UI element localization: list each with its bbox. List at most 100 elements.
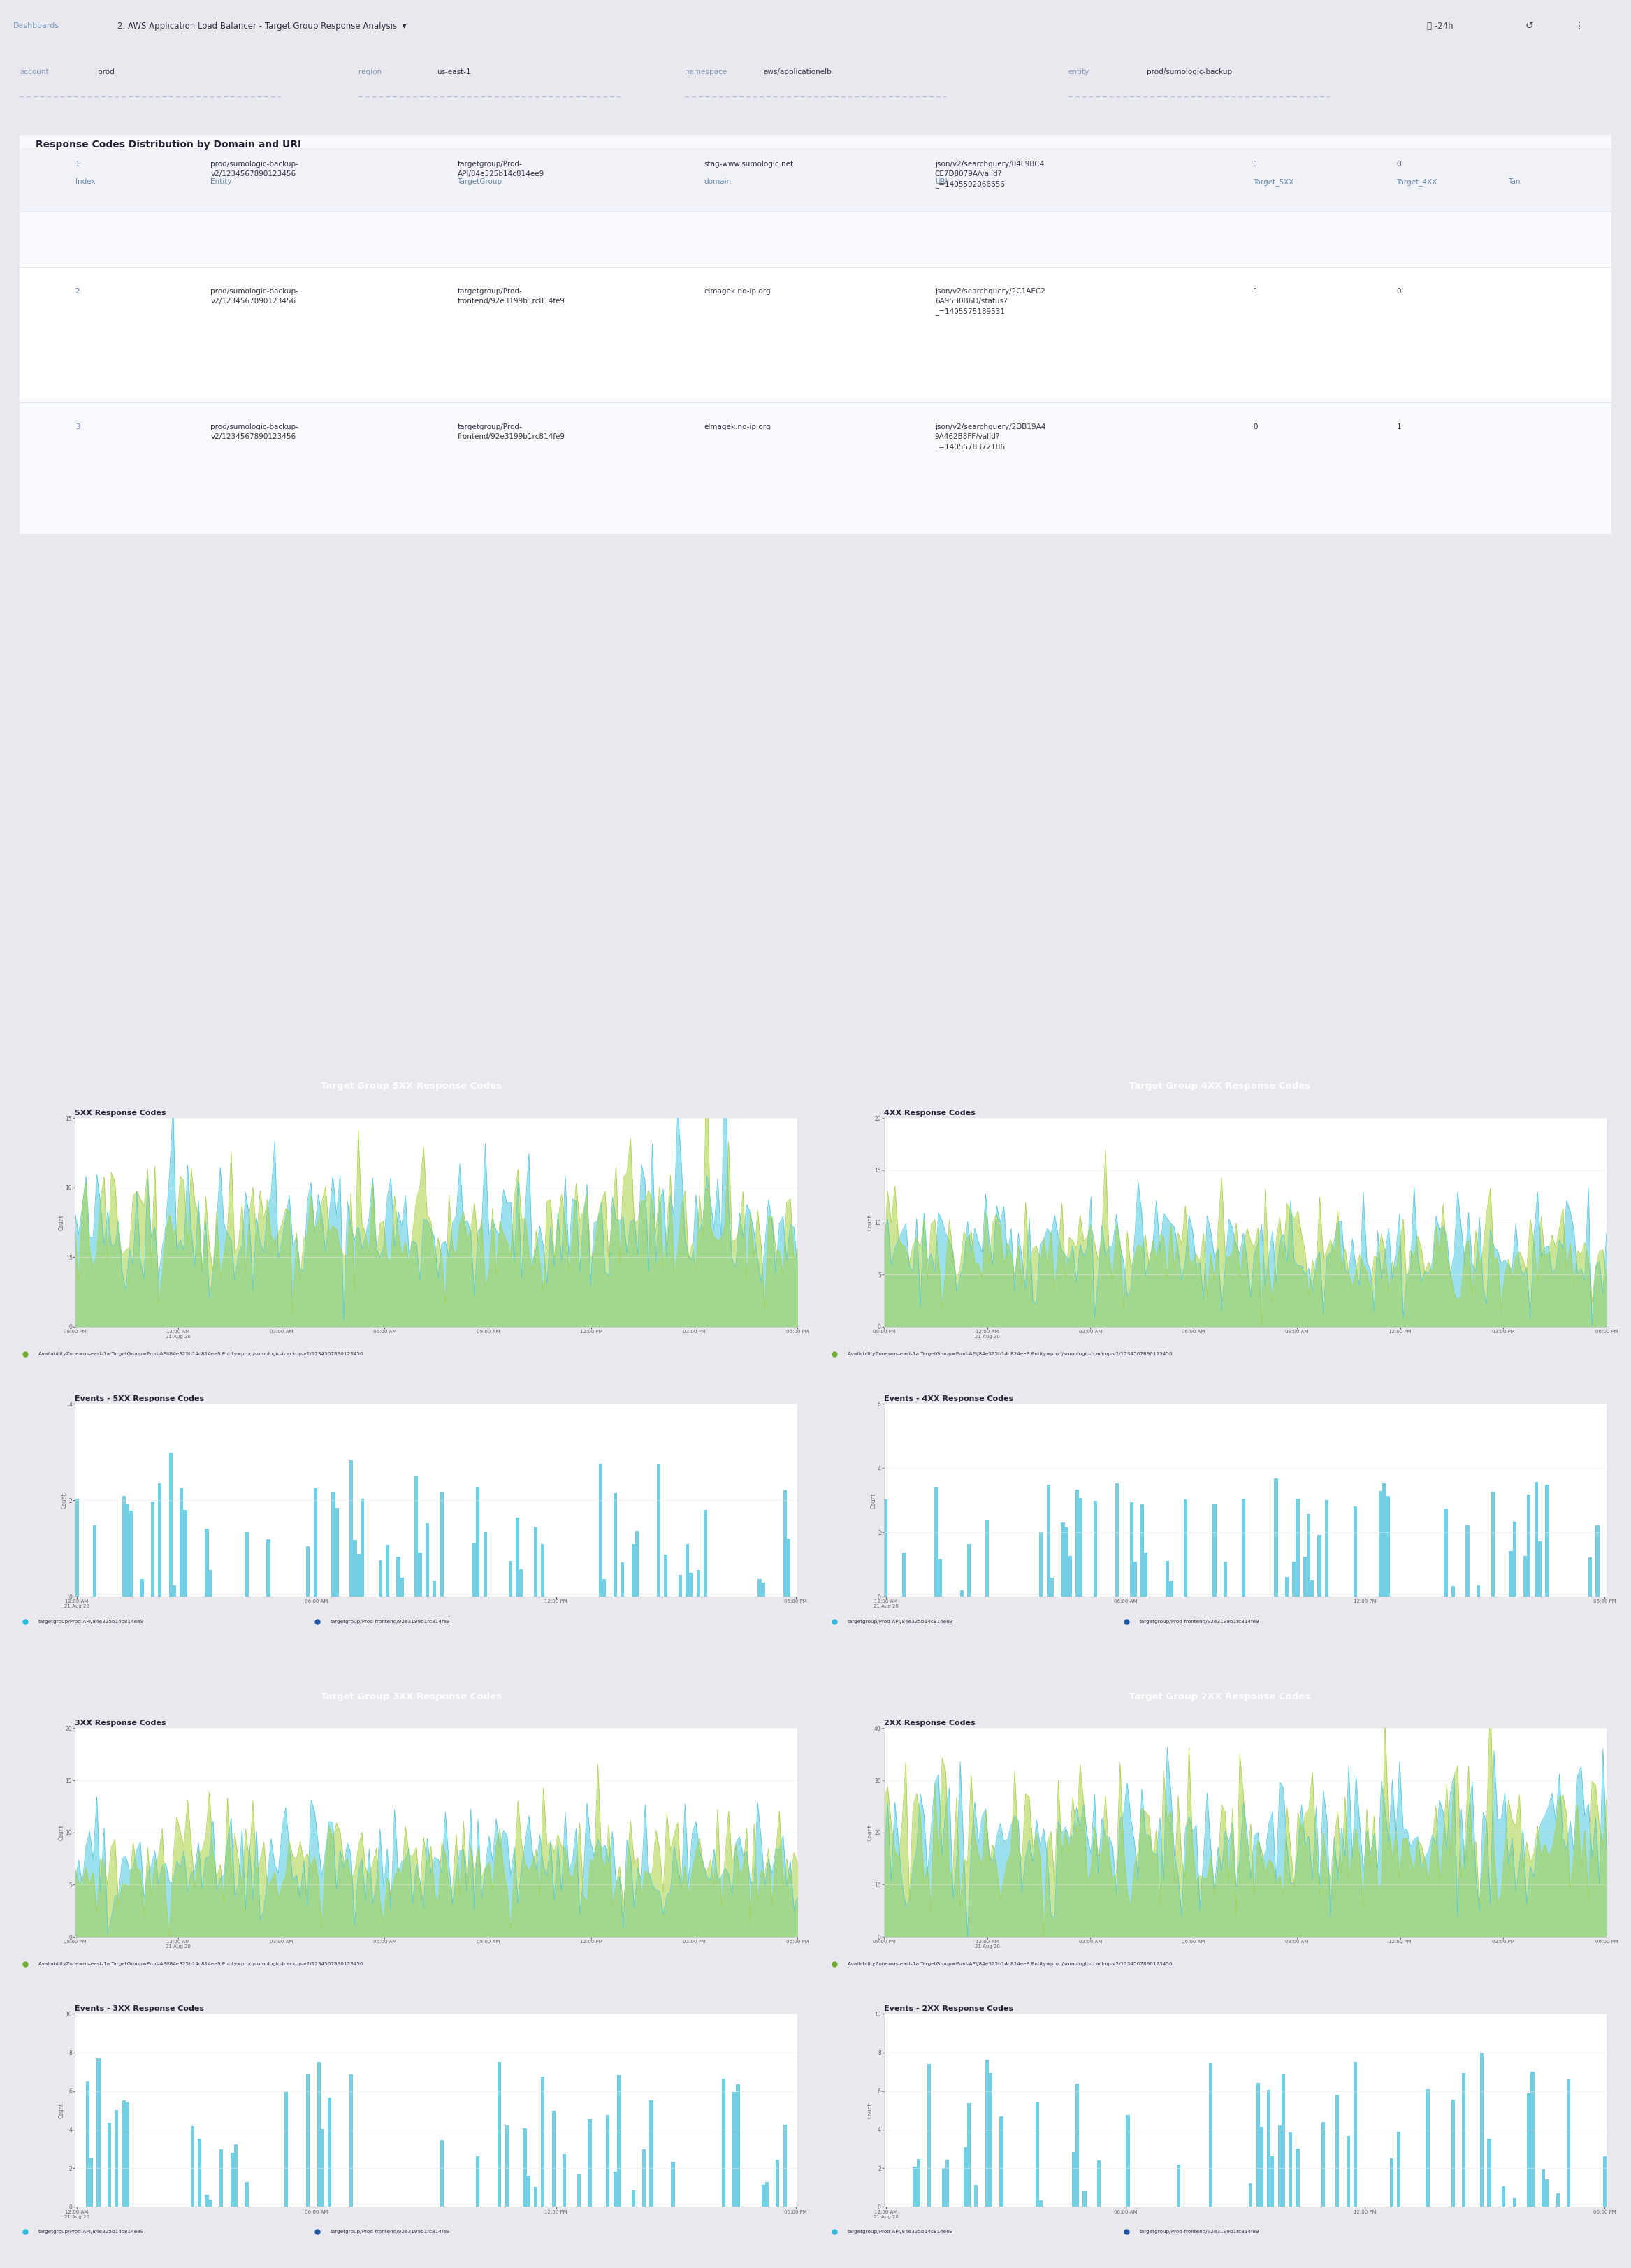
Text: Events - 3XX Response Codes: Events - 3XX Response Codes	[75, 2005, 204, 2012]
Bar	[602, 1579, 607, 1597]
Bar	[1065, 1529, 1068, 1597]
Bar	[1297, 2148, 1300, 2207]
Bar	[620, 1563, 625, 1597]
Text: TargetGroup: TargetGroup	[457, 179, 502, 186]
Bar	[664, 1554, 667, 1597]
Text: AvailabilityZone=us-east-1a TargetGroup=Prod-API/84e325b14c814ee9 Entity=prod/su: AvailabilityZone=us-east-1a TargetGroup=…	[39, 1962, 364, 1966]
Text: elmagek.no-ip.org: elmagek.no-ip.org	[705, 288, 771, 295]
Text: targetgroup/Prod-
frontend/92e3199b1rc814fe9: targetgroup/Prod- frontend/92e3199b1rc81…	[457, 288, 564, 304]
Bar	[519, 1569, 524, 1597]
Bar	[245, 2182, 248, 2207]
Bar	[206, 2195, 209, 2207]
Bar	[108, 2123, 111, 2207]
Bar	[1390, 2159, 1393, 2207]
Text: targetgroup/Prod-
API/84e325b14c814ee9: targetgroup/Prod- API/84e325b14c814ee9	[457, 161, 545, 177]
Text: namespace: namespace	[685, 68, 727, 75]
Bar	[1425, 2089, 1429, 2207]
Bar	[1545, 2180, 1549, 2207]
Bar	[631, 1545, 634, 1597]
Bar	[75, 1499, 78, 1597]
Bar	[20, 263, 1611, 399]
Text: 4XX Response Codes: 4XX Response Codes	[884, 1109, 975, 1116]
Bar	[93, 1524, 96, 1597]
Bar	[349, 2075, 354, 2207]
Bar	[179, 1488, 183, 1597]
Bar	[440, 2141, 444, 2207]
Bar	[736, 2084, 740, 2207]
Bar	[1039, 2200, 1042, 2207]
Text: targetgroup/Prod-API/84e325b14c814ee9: targetgroup/Prod-API/84e325b14c814ee9	[39, 2229, 144, 2234]
Bar	[440, 1492, 444, 1597]
Bar	[173, 1585, 176, 1597]
Text: Target Group 3XX Response Codes: Target Group 3XX Response Codes	[320, 1692, 502, 1701]
Bar	[1567, 2080, 1571, 2207]
Bar	[563, 2155, 566, 2207]
Bar	[483, 1531, 488, 1597]
Bar	[1259, 2127, 1264, 2207]
Bar	[1140, 1504, 1143, 1597]
Bar	[1169, 1581, 1173, 1597]
Bar	[313, 1488, 316, 1597]
Bar	[946, 2159, 949, 2207]
Bar	[1176, 2164, 1181, 2207]
Bar	[1383, 1483, 1386, 1597]
Bar	[316, 2062, 321, 2207]
Bar	[1530, 2071, 1535, 2207]
Bar	[1130, 1501, 1134, 1597]
Bar	[938, 1558, 941, 1597]
Bar	[126, 1504, 129, 1597]
Bar	[1541, 2170, 1545, 2207]
Text: Response Codes Distribution by Domain and URI: Response Codes Distribution by Domain an…	[36, 138, 302, 150]
Bar	[90, 2157, 93, 2207]
Text: Dashboards: Dashboards	[13, 23, 59, 29]
Y-axis label: Count: Count	[868, 1823, 873, 1842]
Text: AvailabilityZone=us-east-1a TargetGroup=Prod-API/84e325b14c814ee9 Entity=prod/su: AvailabilityZone=us-east-1a TargetGroup=…	[848, 1352, 1173, 1356]
Bar	[1241, 1499, 1246, 1597]
Bar	[1386, 1497, 1390, 1597]
Text: AvailabilityZone=us-east-1a TargetGroup=Prod-API/84e325b14c814ee9 Entity=prod/su: AvailabilityZone=us-east-1a TargetGroup=…	[848, 1962, 1173, 1966]
Text: Target_5XX: Target_5XX	[1253, 179, 1293, 186]
Text: elmagek.no-ip.org: elmagek.no-ip.org	[705, 424, 771, 431]
Bar	[961, 1590, 964, 1597]
Text: 2. AWS Application Load Balancer - Target Group Response Analysis  ▾: 2. AWS Application Load Balancer - Targe…	[117, 20, 406, 32]
Bar	[1603, 2157, 1607, 2207]
Bar	[1000, 2116, 1003, 2207]
Text: stag-www.sumologic.net: stag-www.sumologic.net	[705, 161, 794, 168]
Bar	[1527, 2093, 1530, 2207]
Bar	[988, 2073, 992, 2207]
Bar	[1523, 1556, 1527, 1597]
Bar	[1512, 2198, 1517, 2207]
Bar	[935, 1488, 938, 1597]
Bar	[1282, 2073, 1285, 2207]
Bar	[541, 1545, 545, 1597]
Bar	[378, 1560, 382, 1597]
Bar	[191, 2125, 194, 2207]
Bar	[670, 2161, 675, 2207]
Bar	[476, 1486, 480, 1597]
Text: Entity: Entity	[210, 179, 232, 186]
Text: Index: Index	[75, 179, 95, 186]
Text: targetgroup/Prod-
frontend/92e3199b1rc814fe9: targetgroup/Prod- frontend/92e3199b1rc81…	[457, 424, 564, 440]
Bar	[1050, 1576, 1054, 1597]
Bar	[334, 1508, 339, 1597]
Bar	[1545, 1486, 1549, 1597]
Bar	[1321, 2123, 1324, 2207]
Bar	[497, 2062, 501, 2207]
Text: Events - 5XX Response Codes: Events - 5XX Response Codes	[75, 1395, 204, 1402]
Bar	[1068, 1556, 1072, 1597]
Bar	[396, 1556, 400, 1597]
Bar	[1209, 2062, 1213, 2207]
Bar	[985, 2059, 988, 2207]
Bar	[20, 147, 1611, 211]
Y-axis label: Count: Count	[59, 1823, 64, 1842]
Bar	[233, 2146, 238, 2207]
Text: targetgroup/Prod-frontend/92e3199b1rc814fe9: targetgroup/Prod-frontend/92e3199b1rc814…	[1140, 2229, 1259, 2234]
Text: aws/applicationelb: aws/applicationelb	[763, 68, 832, 75]
Text: ⋮: ⋮	[1574, 20, 1584, 32]
Text: 0: 0	[1253, 424, 1258, 431]
Bar	[1288, 2132, 1292, 2207]
Bar	[599, 1463, 602, 1597]
Bar	[1487, 2139, 1491, 2207]
Bar	[515, 1517, 519, 1597]
Text: targetgroup/Prod-frontend/92e3199b1rc814fe9: targetgroup/Prod-frontend/92e3199b1rc814…	[331, 1619, 450, 1624]
